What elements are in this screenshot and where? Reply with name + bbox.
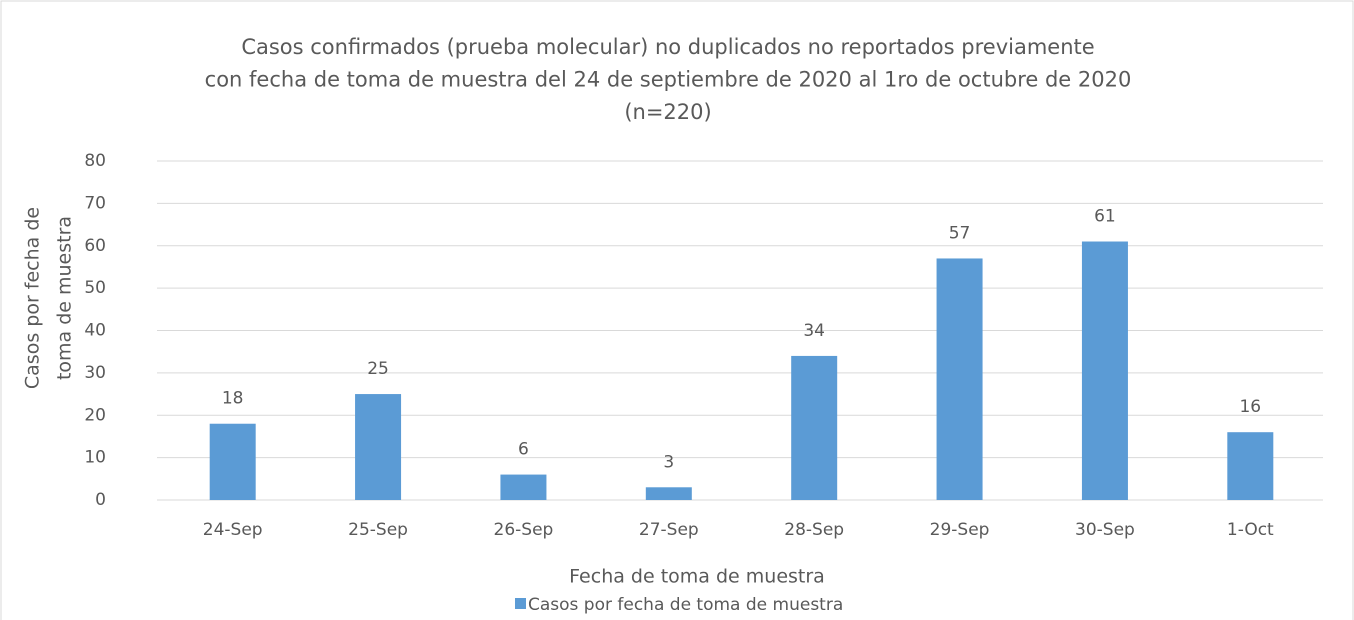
chart-title: Casos confirmados (prueba molecular) no … (241, 35, 1094, 59)
y-tick-label: 30 (84, 363, 106, 383)
x-axis-title: Fecha de toma de muestra (569, 566, 825, 588)
legend-swatch (515, 598, 526, 609)
data-label: 25 (367, 359, 389, 379)
bar (645, 487, 692, 500)
x-tick-label: 24-Sep (203, 520, 263, 540)
x-tick-label: 30-Sep (1075, 520, 1135, 540)
y-tick-label: 0 (95, 490, 106, 510)
y-tick-label: 50 (84, 278, 106, 298)
data-label: 3 (663, 452, 674, 472)
bar (209, 423, 256, 500)
x-tick-label: 26-Sep (494, 520, 554, 540)
y-tick-label: 80 (84, 151, 106, 171)
data-label: 34 (803, 321, 825, 341)
x-tick-label: 25-Sep (348, 520, 408, 540)
bar (791, 355, 838, 500)
data-label: 61 (1094, 207, 1116, 227)
data-label: 6 (518, 440, 529, 460)
data-label: 57 (949, 223, 971, 243)
x-tick-label: 1-Oct (1227, 520, 1274, 540)
chart-title: (n=220) (624, 100, 711, 124)
y-tick-label: 20 (84, 405, 106, 425)
bar (936, 258, 983, 500)
bar (1081, 241, 1128, 500)
x-tick-label: 28-Sep (784, 520, 844, 540)
x-tick-label: 27-Sep (639, 520, 699, 540)
chart-title: con fecha de toma de muestra del 24 de s… (205, 68, 1132, 92)
data-label: 18 (222, 389, 244, 409)
bar (1227, 432, 1274, 500)
x-tick-label: 29-Sep (930, 520, 990, 540)
y-axis-title: Casos por fecha de (22, 207, 44, 389)
legend-label: Casos por fecha de toma de muestra (528, 595, 843, 615)
data-label: 16 (1239, 397, 1261, 417)
y-axis-title: toma de muestra (54, 216, 76, 380)
bar (500, 474, 547, 500)
y-tick-label: 70 (84, 193, 106, 213)
bar (355, 394, 402, 500)
y-tick-label: 10 (84, 448, 106, 468)
y-tick-label: 40 (84, 321, 106, 341)
y-tick-label: 60 (84, 236, 106, 256)
